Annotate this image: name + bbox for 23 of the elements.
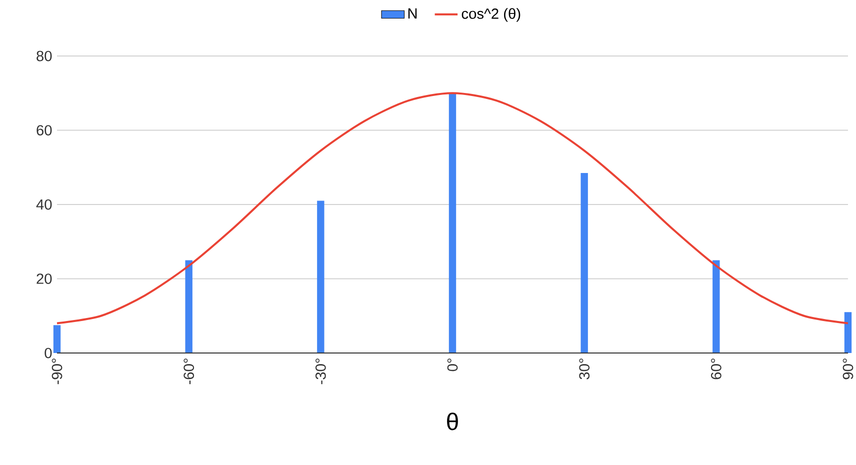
x-tick-label: 0°: [447, 358, 458, 372]
y-tick-label: 60: [36, 125, 52, 136]
x-tick-label: 30°: [579, 358, 590, 380]
legend-label: cos^2 (θ): [462, 8, 520, 22]
x-tick-label: -90°: [52, 358, 62, 384]
y-tick-label: 20: [36, 274, 52, 284]
line-series: [56, 92, 849, 324]
legend-label: N: [408, 8, 417, 18]
x-tick-label: 60°: [710, 358, 722, 380]
bar: [53, 325, 61, 354]
bar: [844, 312, 852, 354]
bar: [712, 260, 720, 354]
bar: [448, 93, 456, 354]
bar: [185, 260, 192, 354]
y-tick-label: 80: [36, 50, 52, 62]
x-tick-label: -60°: [184, 358, 194, 384]
y-tick-label: 40: [36, 199, 52, 210]
bar: [317, 200, 324, 354]
y-tick-label: 0: [44, 348, 52, 358]
bar: [580, 172, 588, 354]
x-tick-label: -30°: [315, 358, 326, 384]
x-axis-title: θ: [447, 412, 458, 430]
x-tick-label: 90°: [842, 358, 854, 380]
